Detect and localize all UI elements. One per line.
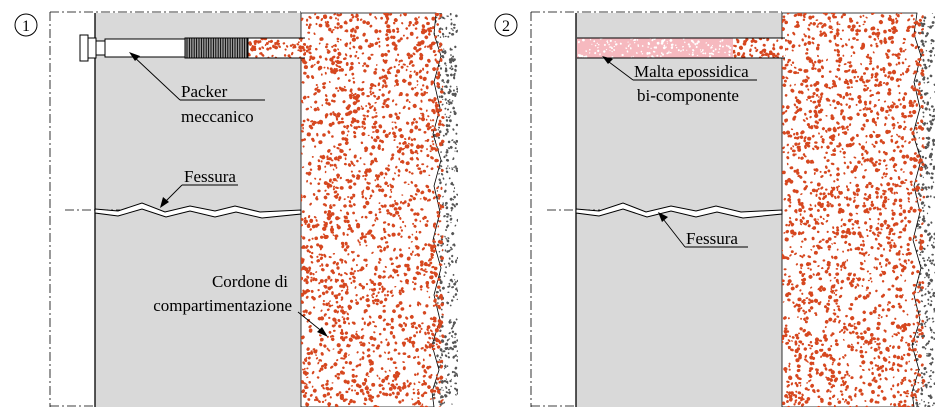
packer-callout: Packer meccanico: [129, 52, 265, 126]
epoxy-label-line2: bi-componente: [637, 86, 739, 105]
crack-2: [547, 202, 783, 219]
step-number-1: 1: [14, 13, 38, 37]
epoxy-label-line1: Malta epossidica: [634, 62, 749, 81]
cordon-callout: Cordone di compartimentazione: [153, 272, 328, 337]
crack-label-2: Fessura: [686, 229, 738, 248]
packer-label-line1: Packer: [181, 82, 228, 101]
crack-callout-2: Fessura: [658, 212, 748, 248]
repair-cordon-1: [300, 12, 445, 407]
epoxy-callout: Malta epossidica bi-componente: [602, 56, 757, 105]
step-number-1-text: 1: [22, 18, 30, 35]
repair-cordon-2: [781, 12, 926, 407]
mechanical-packer-icon: [79, 34, 249, 62]
panel-1: 1: [14, 11, 458, 407]
step-number-2-text: 2: [502, 18, 510, 35]
soil-layer-2: [912, 13, 935, 407]
crack-1: [65, 202, 302, 219]
crack-label-1: Fessura: [184, 167, 236, 186]
injection-hole-2: [577, 37, 785, 59]
packer-label-line2: meccanico: [181, 107, 254, 126]
cordon-label-line2: compartimentazione: [153, 296, 292, 315]
panel-2: 2: [494, 11, 935, 407]
step-number-2: 2: [494, 13, 518, 37]
cordon-label-line1: Cordone di: [212, 272, 288, 291]
crack-callout-1: Fessura: [160, 167, 238, 208]
packer-hole-1: [248, 37, 306, 59]
